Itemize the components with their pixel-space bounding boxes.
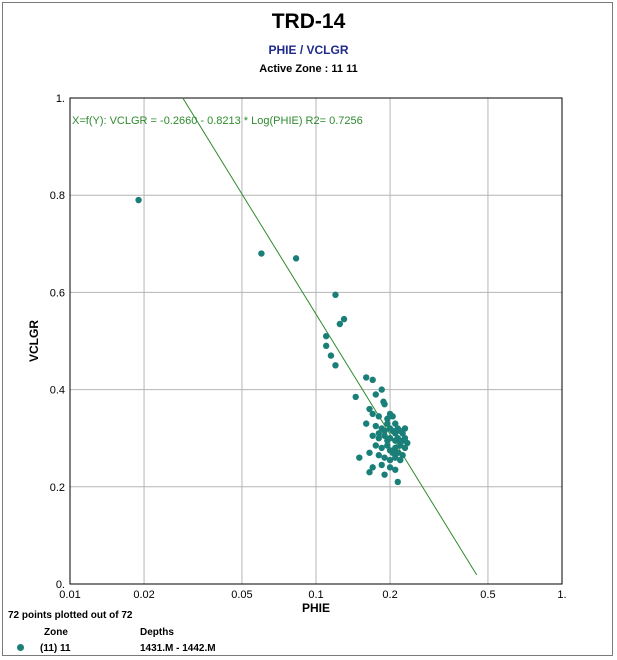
data-point <box>369 432 376 439</box>
data-point <box>336 320 344 328</box>
data-point <box>372 442 379 449</box>
data-point <box>375 413 382 420</box>
data-point <box>404 439 411 447</box>
data-point <box>381 427 388 435</box>
data-point <box>378 444 385 452</box>
regression-equation: X=f(Y): VCLGR = -0.2660 - 0.8213 * Log(P… <box>72 115 363 127</box>
data-point <box>389 413 396 420</box>
data-point <box>292 255 300 262</box>
data-point <box>366 449 373 456</box>
data-point <box>378 386 385 393</box>
x-tick-label: 0.5 <box>480 589 495 601</box>
legend-marker-icon <box>17 644 24 651</box>
data-point <box>340 315 348 323</box>
data-point <box>392 444 399 452</box>
y-tick-label: 0.4 <box>50 385 65 397</box>
data-point <box>375 430 382 437</box>
data-point <box>375 452 382 459</box>
x-tick-label: 0.02 <box>133 589 154 601</box>
data-point <box>258 250 265 257</box>
data-point <box>332 291 339 299</box>
x-tick-label: 1. <box>557 589 566 601</box>
chart-title: TRD-14 <box>271 10 346 33</box>
data-point <box>392 466 399 473</box>
data-point <box>384 420 391 427</box>
y-tick-label: 0. <box>56 579 65 591</box>
data-point <box>381 471 388 478</box>
data-point <box>401 435 409 442</box>
active-zone-label: Active Zone : 11 11 <box>259 63 358 75</box>
data-point <box>366 405 373 413</box>
data-point <box>399 452 406 459</box>
data-point <box>397 456 404 464</box>
data-point <box>384 442 391 449</box>
x-axis-label: PHIE <box>302 601 330 615</box>
data-point <box>397 442 404 449</box>
legend-zone-header: Zone <box>44 627 68 638</box>
legend-depths-header: Depths <box>140 627 174 638</box>
data-point <box>392 430 399 437</box>
data-point <box>369 410 376 418</box>
data-point <box>369 376 376 384</box>
data-point <box>384 415 391 422</box>
data-point <box>327 352 335 359</box>
chart-subtitle: PHIE / VCLGR <box>268 43 349 57</box>
data-point <box>381 400 388 408</box>
data-point <box>381 454 388 461</box>
data-point <box>375 435 382 442</box>
y-tick-label: 0.2 <box>50 482 65 494</box>
data-point <box>386 456 394 464</box>
points-plotted-text: 72 points plotted out of 72 <box>8 610 133 621</box>
data-point <box>366 469 373 476</box>
y-tick-label: 0.8 <box>50 190 65 202</box>
data-point <box>363 420 370 427</box>
data-point <box>394 478 401 486</box>
data-point <box>356 454 363 461</box>
data-point <box>322 332 330 340</box>
x-tick-label: 0.01 <box>59 589 80 601</box>
data-point <box>394 449 401 456</box>
data-point <box>401 444 409 452</box>
legend-depths-value: 1431.M - 1442.M <box>140 643 216 654</box>
data-point <box>352 393 359 401</box>
data-point <box>369 464 376 471</box>
data-point <box>389 449 396 456</box>
data-point <box>378 461 385 469</box>
y-tick-label: 0.6 <box>50 287 65 299</box>
data-point <box>322 342 330 350</box>
y-axis-label: VCLGR <box>27 320 41 362</box>
data-point <box>392 454 399 461</box>
data-point <box>392 420 399 427</box>
data-point <box>386 464 394 471</box>
data-point <box>135 196 142 204</box>
x-tick-label: 0.1 <box>308 589 323 601</box>
data-point <box>363 374 370 381</box>
data-point <box>381 432 388 439</box>
data-point <box>399 430 406 437</box>
y-tick-label: 1. <box>56 93 65 105</box>
data-point <box>372 422 379 430</box>
regression-line <box>182 97 478 576</box>
data-point <box>332 362 339 369</box>
plot-area-border <box>69 97 563 585</box>
x-tick-label: 0.05 <box>231 589 252 601</box>
data-point <box>372 391 379 398</box>
data-point <box>394 435 401 442</box>
data-point <box>401 425 409 432</box>
x-tick-label: 0.2 <box>382 589 397 601</box>
data-point <box>386 435 394 442</box>
legend-zone-value: (11) 11 <box>40 643 71 654</box>
